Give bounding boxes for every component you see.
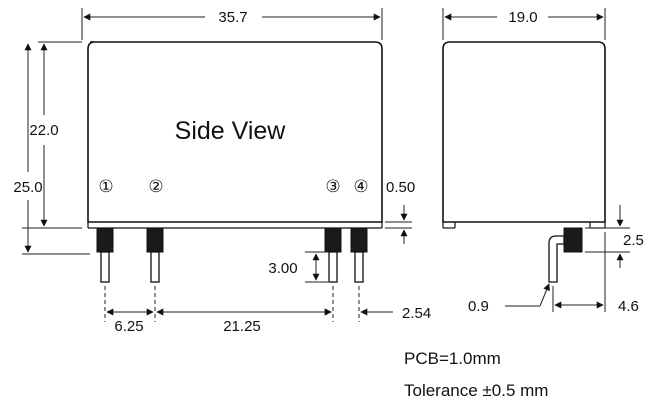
dim-standoff-gap: 0.50 (386, 179, 415, 196)
side-view: Side View ① ② ③ ④ (88, 42, 382, 282)
pin-1 (97, 228, 113, 282)
pin-2 (147, 228, 163, 282)
dim-pin-pitch: 2.54 (402, 305, 431, 322)
side-view-title: Side View (175, 117, 287, 145)
dim-end-standoff: 2.5 (623, 232, 644, 249)
note-pcb-thickness: PCB=1.0mm (404, 349, 501, 368)
end-view-body-outline (443, 42, 605, 222)
end-view-pin (549, 228, 582, 282)
pin-number-3: ③ (325, 177, 340, 196)
pin-3 (325, 228, 341, 282)
dim-height-body: 22.0 (29, 122, 58, 139)
dim-pin-length: 3.00 (268, 260, 297, 277)
dim-end-pin-offset: 4.6 (618, 298, 639, 315)
end-view: 19.0 2.5 0.9 4.6 (443, 8, 644, 315)
note-tolerance: Tolerance ±0.5 mm (404, 381, 548, 400)
dim-pin-span: 21.25 (223, 318, 261, 335)
pin-number-4: ④ (353, 177, 368, 196)
dim-width-side: 35.7 (218, 9, 247, 26)
dim-pin1-offset: 6.25 (114, 318, 143, 335)
dim-height-total: 25.0 (13, 179, 42, 196)
pin-number-1: ① (98, 177, 113, 196)
pin-4 (351, 228, 367, 282)
dim-width-end: 19.0 (508, 9, 537, 26)
dim-pin-lead-width: 0.9 (468, 298, 489, 315)
pin-number-2: ② (148, 177, 163, 196)
